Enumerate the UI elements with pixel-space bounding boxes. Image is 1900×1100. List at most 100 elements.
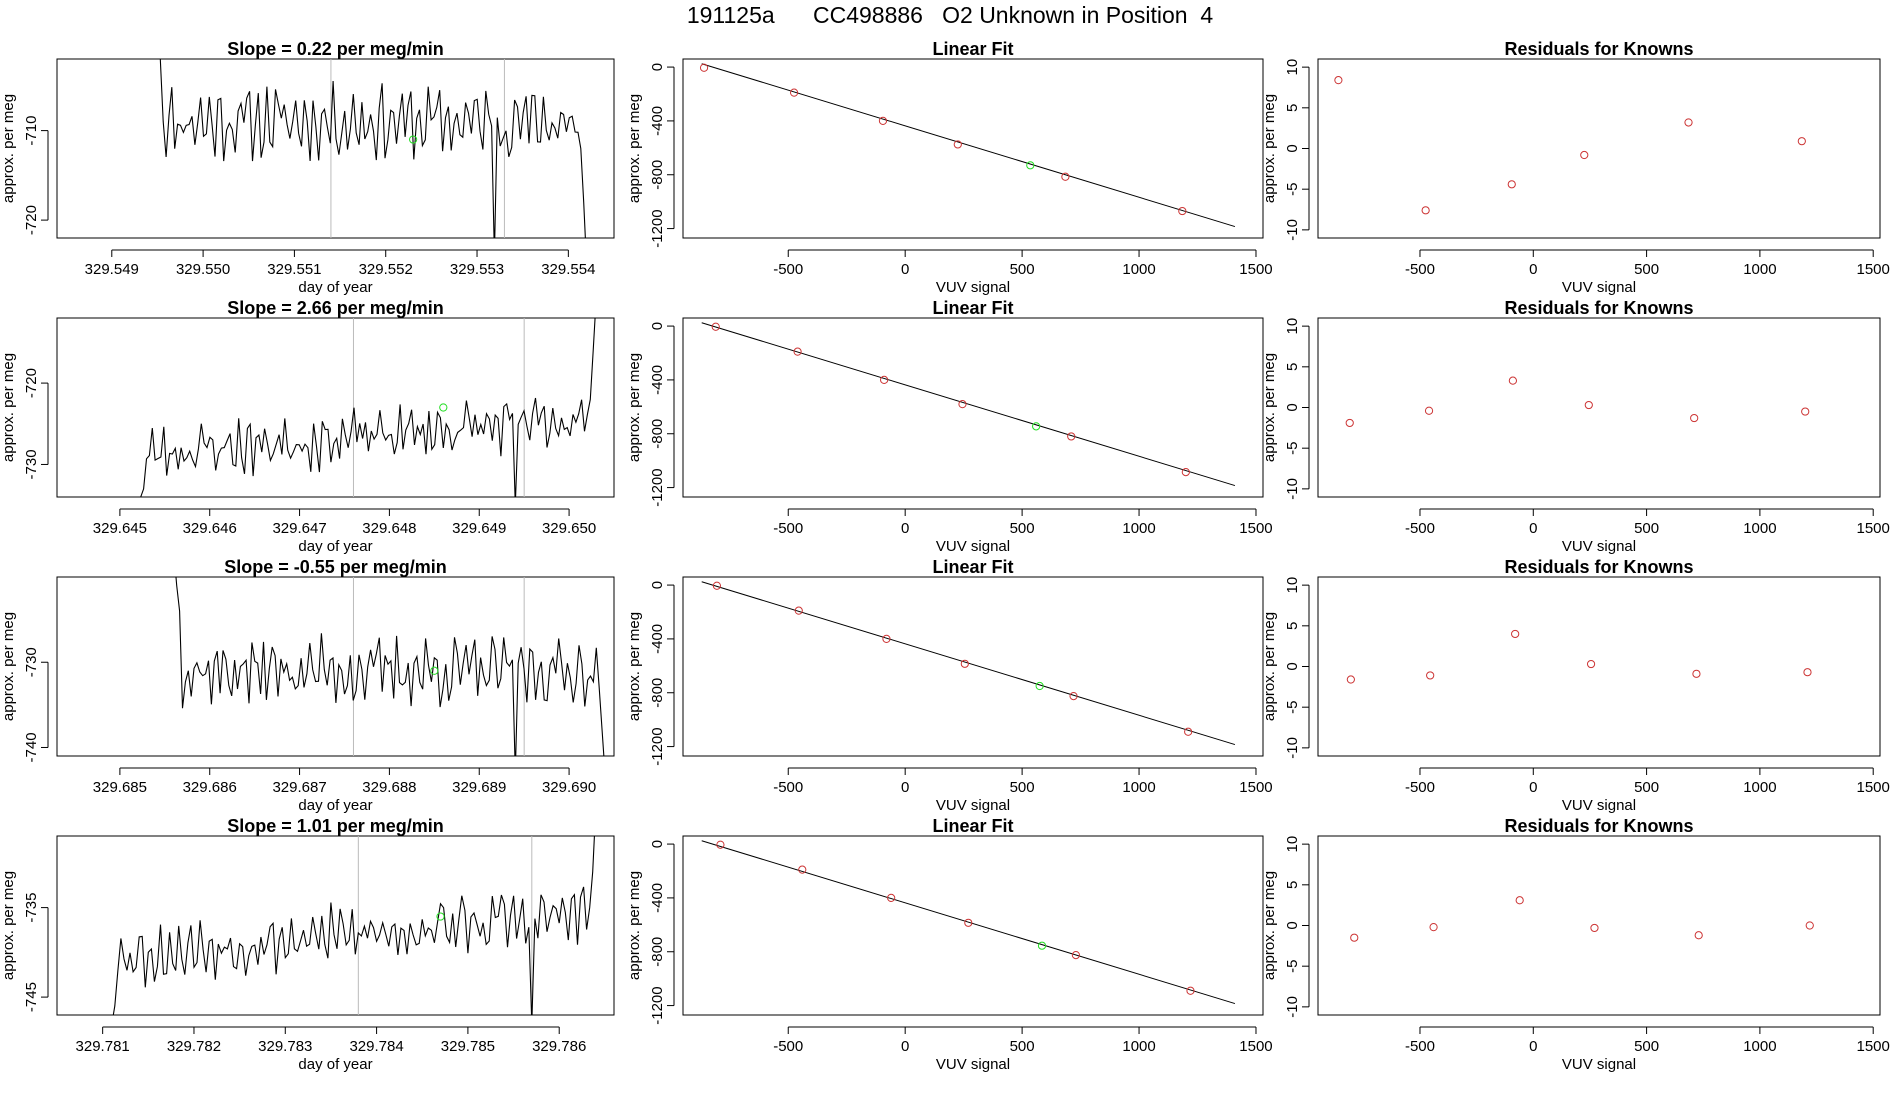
y-axis-label: approx. per meg (1261, 353, 1278, 462)
x-tick-label: 329.782 (167, 1038, 221, 1055)
y-tick-label: -1200 (649, 986, 666, 1024)
y-tick-label: -1200 (649, 209, 666, 247)
panel-title: Slope = -0.55 per meg/min (224, 557, 447, 577)
x-tick-label: 329.784 (349, 1038, 403, 1055)
panel-r4-linear-fit: Linear Fit -500 0 500 1000 1500 VUV signal 0 -40… (626, 816, 1273, 1073)
plot-frame (682, 58, 1264, 239)
plot-frame (56, 835, 615, 1016)
y-tick-label: 0 (1284, 403, 1301, 411)
panel-title: Slope = 0.22 per meg/min (227, 39, 444, 59)
y-axis-label: approx. per meg (0, 612, 17, 721)
residual-point (1508, 376, 1517, 385)
residual-point (1801, 407, 1810, 416)
plot-area (701, 581, 1236, 746)
x-axis-label: VUV signal (1562, 797, 1636, 814)
known-point (880, 375, 889, 385)
panel-r1-linear-fit: Linear Fit -500 0 500 1000 1500 VUV signal 0 -40… (626, 39, 1273, 296)
known-point (712, 581, 722, 590)
x-tick-label: 0 (901, 261, 909, 278)
x-tick-label: -500 (773, 261, 803, 278)
y-tick-label: 5 (1284, 881, 1301, 889)
y-tick-label: 0 (1284, 921, 1301, 929)
panel-r4-time-series: Slope = 1.01 per meg/min 329.781 329.782 32… (0, 816, 615, 1073)
x-tick-label: 329.647 (272, 520, 326, 537)
y-tick-label: -5 (1284, 183, 1301, 196)
plot-frame (1317, 58, 1881, 239)
known-point (1186, 986, 1195, 995)
known-point (960, 659, 969, 668)
x-tick-label: 1000 (1122, 261, 1155, 278)
y-tick-label: 5 (1284, 104, 1301, 112)
x-tick-label: 1500 (1857, 520, 1890, 537)
known-point (878, 116, 888, 126)
unknown-point (409, 135, 418, 144)
y-axis-label: approx. per meg (0, 94, 17, 203)
y-axis-label: approx. per meg (1261, 94, 1278, 203)
x-tick-label: 329.553 (450, 261, 504, 278)
y-tick-label: -735 (23, 893, 40, 923)
residual-point (1350, 933, 1359, 942)
plot-frame (56, 317, 615, 498)
panel-r1-residuals: Residuals for Knowns -500 0 500 1000 1500 VUV … (1261, 39, 1890, 296)
plot-area (1346, 629, 1812, 684)
x-tick-label: 500 (1634, 520, 1659, 537)
x-axis-label: VUV signal (1562, 279, 1636, 296)
y-tick-label: -400 (649, 883, 666, 913)
panel-r2-time-series: Slope = 2.66 per meg/min 329.645 329.646 32… (0, 298, 615, 555)
plot-frame (682, 317, 1264, 498)
plot-area (701, 322, 1236, 487)
residual-point (1797, 137, 1806, 146)
series-line (137, 318, 596, 497)
panel-r3-time-series: Slope = -0.55 per meg/min 329.685 329.686 3… (0, 557, 615, 814)
x-tick-label: 329.549 (85, 261, 139, 278)
known-point (1178, 206, 1187, 216)
plot-frame (1317, 317, 1881, 498)
x-tick-label: 0 (901, 1038, 909, 1055)
known-point (1067, 432, 1076, 441)
panel-title: Slope = 1.01 per meg/min (227, 816, 444, 836)
x-axis-label: day of year (298, 797, 372, 814)
known-point (882, 634, 891, 644)
x-tick-label: 500 (1010, 779, 1035, 796)
residual-point (1692, 669, 1701, 678)
y-axis-label: approx. per meg (626, 94, 643, 203)
known-point (699, 63, 709, 72)
y-tick-label: -5 (1284, 960, 1301, 973)
unknown-point (430, 666, 439, 675)
panel-r3-residuals: Residuals for Knowns -500 0 500 1000 1500 VUV … (1261, 557, 1890, 814)
panel-title: Linear Fit (932, 39, 1013, 59)
panel-title: Linear Fit (932, 816, 1013, 836)
y-tick-label: -10 (1284, 478, 1301, 500)
known-point (1181, 468, 1190, 477)
x-tick-label: 329.689 (452, 779, 506, 796)
y-axis-label: approx. per meg (0, 353, 17, 462)
y-tick-label: -730 (23, 647, 40, 677)
unknown-point (439, 403, 448, 412)
x-tick-label: 1500 (1857, 1038, 1890, 1055)
y-tick-label: -720 (23, 205, 40, 235)
known-point (958, 400, 967, 409)
panel-r1-time-series: Slope = 0.22 per meg/min 329.549 329.550 32… (0, 39, 615, 296)
y-tick-label: -710 (23, 116, 40, 146)
x-axis-label: VUV signal (1562, 538, 1636, 555)
y-tick-label: -5 (1284, 442, 1301, 455)
x-tick-label: 1500 (1239, 520, 1272, 537)
residual-point (1515, 896, 1524, 905)
x-tick-label: 329.645 (93, 520, 147, 537)
y-axis-label: approx. per meg (626, 353, 643, 462)
plot-area (701, 840, 1236, 1005)
x-tick-label: 1000 (1122, 779, 1155, 796)
y-tick-label: -400 (649, 624, 666, 654)
x-tick-label: 0 (1529, 1038, 1537, 1055)
x-tick-label: 329.686 (183, 779, 237, 796)
y-tick-label: -10 (1284, 219, 1301, 241)
x-tick-label: 0 (1529, 779, 1537, 796)
known-point (1069, 692, 1078, 701)
x-tick-label: 1000 (1122, 520, 1155, 537)
y-tick-label: -400 (649, 365, 666, 395)
x-tick-label: 329.646 (183, 520, 237, 537)
y-tick-label: 10 (1284, 59, 1301, 76)
y-tick-label: -800 (649, 937, 666, 967)
x-tick-label: 0 (1529, 520, 1537, 537)
plot-frame (56, 576, 615, 757)
